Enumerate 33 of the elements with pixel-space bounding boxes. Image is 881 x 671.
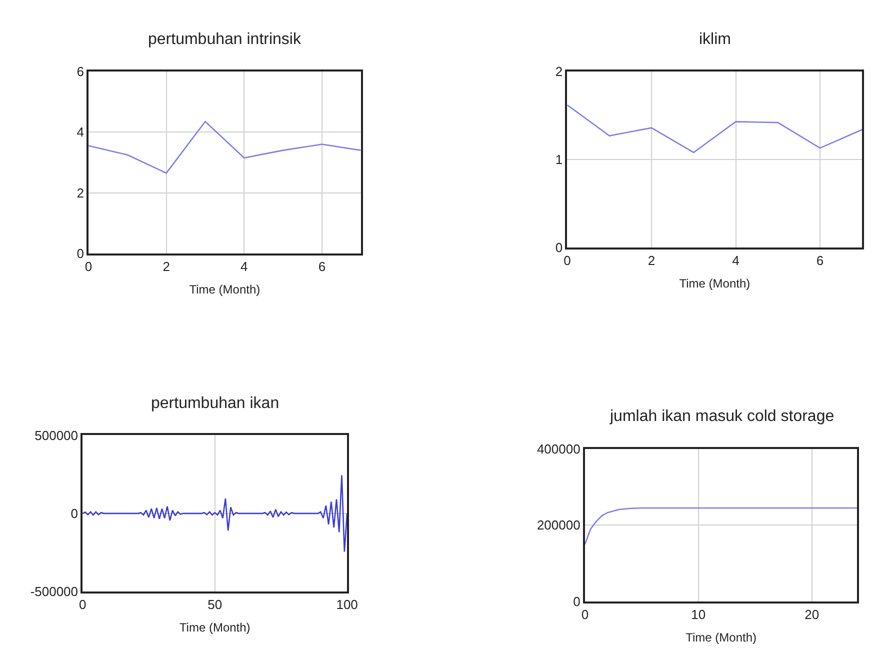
y-tick-label: 400000: [536, 441, 580, 456]
y-tick-label: 4: [76, 124, 84, 140]
y-tick-label: 1: [555, 152, 563, 168]
x-tick-label: 6: [816, 253, 824, 268]
line-series: [88, 120, 361, 174]
y-tick-label: 2: [76, 185, 84, 200]
line-series: [584, 507, 858, 545]
x-tick-label: 4: [240, 258, 248, 274]
chart-title: pertumbuhan intrinsik: [148, 31, 302, 48]
y-tick-label: -500000: [30, 584, 78, 600]
chart-title: jumlah ikan masuk cold storage: [609, 408, 834, 425]
y-tick-label: 200000: [536, 518, 580, 533]
x-tick-label: 10: [691, 607, 706, 622]
y-tick-label: 500000: [34, 428, 78, 443]
y-tick-label: 0: [555, 240, 563, 256]
x-tick-label: 6: [318, 258, 326, 274]
x-axis-title: Time (Month): [679, 276, 750, 290]
x-axis-title: Time (Month): [179, 620, 250, 635]
line-series: [567, 104, 862, 154]
x-tick-label: 50: [208, 597, 222, 612]
line-series: [82, 474, 348, 552]
y-tick-label: 0: [70, 506, 78, 521]
x-tick-label: 2: [162, 258, 170, 274]
y-tick-label: 6: [76, 64, 84, 80]
y-tick-label: 2: [555, 64, 563, 80]
x-tick-label: 4: [732, 253, 740, 268]
x-tick-label: 2: [648, 253, 656, 268]
x-axis-title: Time (Month): [686, 630, 757, 644]
x-axis-title: Time (Month): [189, 282, 260, 296]
x-tick-label: 20: [804, 607, 820, 622]
chart-title: iklim: [699, 31, 731, 48]
x-tick-label: 100: [336, 597, 358, 612]
chart-title: pertumbuhan ikan: [151, 395, 280, 412]
